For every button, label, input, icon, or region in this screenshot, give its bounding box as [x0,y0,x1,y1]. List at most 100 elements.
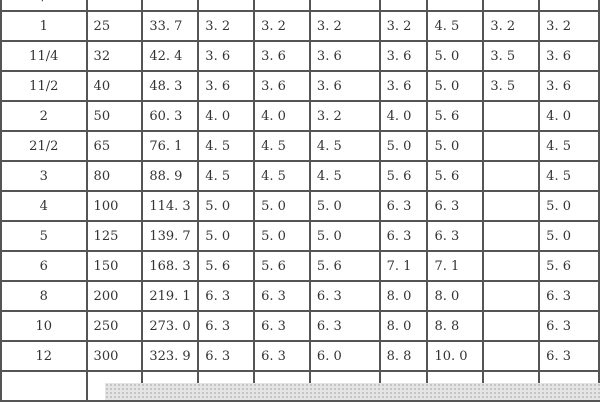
table-cell: 3. 2 [482,10,541,42]
table-cell: 1 [0,10,88,42]
table-cell: 3. 2 [538,10,600,42]
table-cell: 2.9 [308,0,381,12]
table-cell: 6. 3 [538,280,600,312]
table-cell: 3. 6 [378,40,429,72]
table-cell: 3. 5 [482,70,541,102]
table-cell: 88. 9 [141,160,200,192]
table-cell: 6. 3 [308,280,381,312]
table-cell: 4. 5 [253,130,311,162]
table-cell: 3. 2 [308,10,381,42]
table-cell: 50 [85,100,144,132]
table-cell: 26.9 [141,0,200,12]
table-cell: 3. 6 [253,40,311,72]
table-cell: 139. 7 [141,220,200,252]
table-cell: 25 [85,10,144,42]
table-cell: 100 [85,190,144,222]
table-row: 11/2 40 48. 3 3. 6 3. 6 3. 6 3. 6 5. 0 3. 5 3. 6 [0,70,600,102]
table-cell: 8. 0 [378,310,429,342]
table-cell: 3. 2 [253,10,311,42]
table-cell: 219. 1 [141,280,200,312]
table-cell: 2.9 [482,0,541,12]
table-cell: 60. 3 [141,100,200,132]
table-cell: 6. 3 [197,280,256,312]
table-cell: 5. 6 [308,250,381,282]
table-cell: 3. 6 [538,70,600,102]
table-cell: 5. 0 [197,220,256,252]
table-cell: 5. 6 [378,160,429,192]
table-cell: 6. 0 [308,340,381,372]
table-cell [482,130,541,162]
table-cell: 5. 0 [426,70,485,102]
table-cell: 32 [85,40,144,72]
table-cell: 8. 0 [426,280,485,312]
table-row: 8 200 219. 1 6. 3 6. 3 6. 3 8. 0 8. 0 6. 3 [0,280,600,312]
table-cell: 3. 2 [197,10,256,42]
table-cell [482,100,541,132]
table-cell [482,220,541,252]
table-cell: 5. 0 [308,220,381,252]
table-cell: 40 [85,70,144,102]
table-cell: 168. 3 [141,250,200,282]
table-cell: 6. 3 [253,340,311,372]
table-cell: 4. 5 [253,160,311,192]
table-cell: 10. 0 [426,340,485,372]
table-cell: 4. 5 [538,130,600,162]
table-row: 11/4 32 42. 4 3. 6 3. 6 3. 6 3. 6 5. 0 3. 5 3. 6 [0,40,600,72]
table-cell: 5. 0 [538,190,600,222]
table-cell: 8. 8 [426,310,485,342]
table-cell: 11/2 [0,70,88,102]
table-cell: 5. 6 [197,250,256,282]
table-cell [482,280,541,312]
table-cell: 3/4 [0,0,88,12]
table-cell: 114. 3 [141,190,200,222]
table-cell [482,310,541,342]
table-cell: 5. 6 [253,250,311,282]
table-row: 2 50 60. 3 4. 0 4. 0 3. 2 4. 0 5. 6 4. 0 [0,100,600,132]
table-cell: 8. 8 [378,340,429,372]
table-cell: 5. 6 [426,160,485,192]
table-cell: 5. 6 [538,250,600,282]
table-cell: 6. 3 [197,340,256,372]
table-cell: 3. 2 [378,10,429,42]
table-cell: 5. 0 [378,130,429,162]
table-cell: 4. 5 [308,130,381,162]
table-cell: 4. 0 [538,100,600,132]
table-cell: 2.9 [197,0,256,12]
table-row: 4 100 114. 3 5. 0 5. 0 5. 0 6. 3 6. 3 5. 0 [0,190,600,222]
table-cell: 42. 4 [141,40,200,72]
table-cell: 273. 0 [141,310,200,342]
table-cell: 3 [0,160,88,192]
table-cell: 5. 0 [253,190,311,222]
table-cell: 33. 7 [141,10,200,42]
table-cell: 3. 6 [197,70,256,102]
table-cell: 3. 6 [378,70,429,102]
table-cell: 5. 0 [197,190,256,222]
table-cell: 3. 6 [308,70,381,102]
table-cell: 300 [85,340,144,372]
table-cell: 3. 6 [538,40,600,72]
dotted-overlay [105,383,600,400]
table-cell: 6. 3 [253,280,311,312]
table-row: 12 300 323. 9 6. 3 6. 3 6. 0 8. 8 10. 0 6. 3 [0,340,600,372]
table-cell: 4. 5 [197,130,256,162]
table-cell: 6 [0,250,88,282]
table-cell: 4 [0,190,88,222]
table-cell: 4. 0 [253,100,311,132]
table-cell: 6. 3 [378,220,429,252]
table-row: 5 125 139. 7 5. 0 5. 0 5. 0 6. 3 6. 3 5. 0 [0,220,600,252]
table-cell: 3. 6 [253,70,311,102]
table-cell: 5. 0 [538,220,600,252]
table-cell: 150 [85,250,144,282]
table-cell: 2.9 [253,0,311,12]
table-cell: 6. 3 [253,310,311,342]
table-cell: 10 [0,310,88,342]
table-cell: 2 [0,100,88,132]
table-cell: 12 [0,340,88,372]
table-cell [0,370,88,402]
table-cell: 6. 3 [426,220,485,252]
table-cell: 4. 5 [308,160,381,192]
table-cell: 6. 3 [538,340,600,372]
table-row: 6 150 168. 3 5. 6 5. 6 5. 6 7. 1 7. 1 5. 6 [0,250,600,282]
table-cell: 6. 3 [538,310,600,342]
